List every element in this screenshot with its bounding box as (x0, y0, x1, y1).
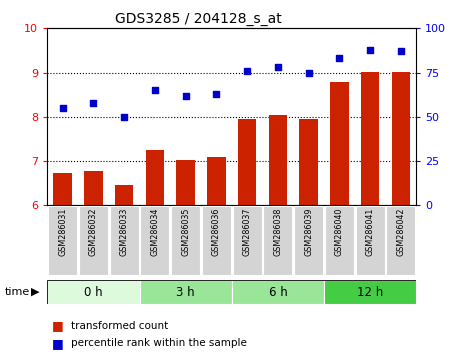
Bar (171, 206, 200, 275)
Point (274, 64, 282, 70)
Bar (140, 206, 169, 275)
Bar (269, 115, 287, 205)
Bar (361, 72, 379, 205)
Point (243, 68, 251, 74)
Text: GSM286032: GSM286032 (89, 207, 98, 256)
Bar (79, 206, 108, 275)
Point (151, 87, 159, 93)
Text: 6 h: 6 h (269, 286, 287, 298)
Bar (176, 160, 195, 205)
Text: GSM286039: GSM286039 (304, 207, 313, 256)
Text: GSM286036: GSM286036 (212, 207, 221, 256)
Text: 12 h: 12 h (357, 286, 383, 298)
Text: GSM286041: GSM286041 (366, 207, 375, 256)
Text: GSM286034: GSM286034 (150, 207, 159, 256)
Text: GSM286035: GSM286035 (181, 207, 190, 256)
Bar (324, 280, 416, 304)
Text: GSM286037: GSM286037 (243, 207, 252, 256)
Point (90, 100, 97, 105)
Bar (238, 119, 256, 205)
Bar (330, 82, 349, 205)
Text: ■: ■ (52, 337, 64, 350)
Text: GSM286031: GSM286031 (58, 207, 67, 256)
Bar (325, 206, 354, 275)
Bar (232, 280, 324, 304)
Bar (392, 72, 410, 205)
Point (397, 48, 405, 54)
Bar (207, 157, 226, 205)
Bar (115, 185, 133, 205)
Point (120, 114, 128, 120)
Text: ■: ■ (52, 319, 64, 332)
Text: GSM286038: GSM286038 (273, 207, 282, 256)
Text: 0 h: 0 h (84, 286, 103, 298)
Bar (202, 206, 231, 275)
Bar (233, 206, 262, 275)
Point (59, 105, 66, 111)
Text: GSM286042: GSM286042 (396, 207, 405, 256)
Text: 3 h: 3 h (176, 286, 195, 298)
Text: GSM286033: GSM286033 (120, 207, 129, 256)
Bar (299, 119, 318, 205)
Text: transformed count: transformed count (71, 321, 168, 331)
Text: GDS3285 / 204128_s_at: GDS3285 / 204128_s_at (115, 12, 282, 27)
Bar (294, 206, 323, 275)
Bar (47, 280, 140, 304)
Point (336, 56, 343, 61)
Text: ▶: ▶ (31, 287, 40, 297)
Bar (110, 206, 139, 275)
Bar (356, 206, 385, 275)
Point (305, 70, 312, 75)
Bar (140, 280, 232, 304)
Bar (84, 171, 103, 205)
Bar (48, 206, 77, 275)
Point (182, 93, 189, 98)
Point (213, 91, 220, 97)
Bar (263, 206, 292, 275)
Bar (53, 173, 72, 205)
Text: percentile rank within the sample: percentile rank within the sample (71, 338, 247, 348)
Point (366, 47, 374, 52)
Text: GSM286040: GSM286040 (335, 207, 344, 256)
Text: time: time (5, 287, 30, 297)
Bar (386, 206, 415, 275)
Bar (146, 150, 164, 205)
